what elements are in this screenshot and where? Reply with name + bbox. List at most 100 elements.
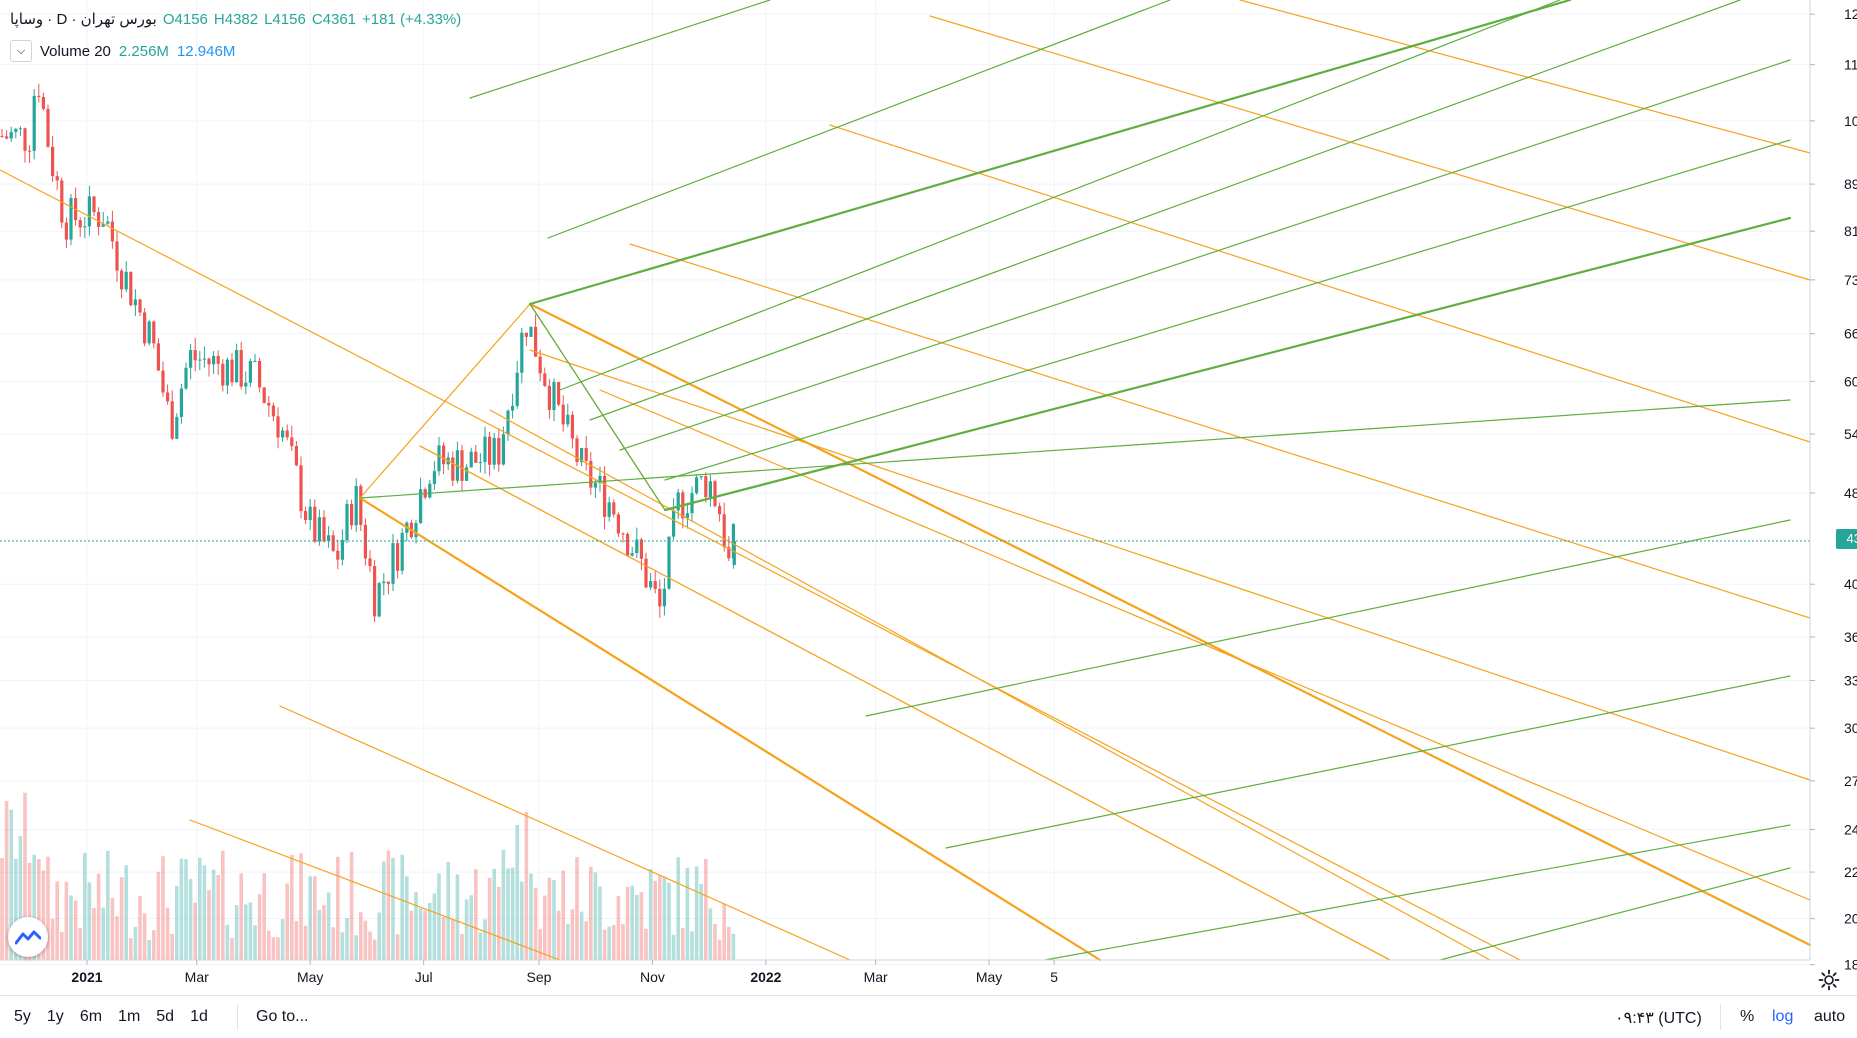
candle-body: [18, 128, 22, 130]
price-tick-label: 1870: [1844, 957, 1857, 973]
clock-timezone[interactable]: ۰۹:۴۳ (UTC): [1615, 1010, 1702, 1027]
auto-scale-button[interactable]: auto: [1814, 1008, 1846, 1025]
candle-body: [216, 355, 220, 364]
volume-bar: [271, 937, 276, 960]
volume-bar: [515, 824, 519, 960]
volume-bar: [437, 873, 441, 960]
volume-bar: [589, 866, 593, 960]
candle-body: [143, 312, 147, 344]
tradingview-logo-icon[interactable]: [8, 917, 48, 957]
volume-bar: [635, 894, 639, 960]
range-6m-button[interactable]: 6m: [79, 1008, 103, 1025]
candle-body: [515, 372, 519, 406]
volume-bar: [395, 934, 400, 960]
range-5d-button[interactable]: 5d: [156, 1008, 175, 1025]
volume-bar: [69, 895, 73, 960]
candle-body: [529, 326, 533, 337]
volume-bar: [147, 939, 151, 960]
pitchfork-line: [528, 302, 1812, 947]
volume-bar: [55, 881, 59, 960]
volume-bar: [317, 909, 322, 960]
candle-body: [658, 588, 662, 607]
candle-body: [225, 359, 229, 386]
candle-body: [156, 343, 160, 371]
candle-body: [83, 226, 87, 228]
volume-bar: [630, 885, 634, 960]
volume-bar: [538, 929, 542, 960]
range-1m-button[interactable]: 1m: [118, 1008, 141, 1025]
volume-bar: [303, 925, 308, 960]
volume-bar: [556, 910, 561, 960]
candle-body: [718, 506, 722, 515]
volume-bar: [368, 931, 372, 960]
volume-bar: [455, 874, 460, 960]
volume-bar: [152, 930, 156, 960]
pitchfork-line: [1439, 867, 1791, 961]
volume-bar: [612, 925, 616, 960]
volume-bar: [363, 920, 368, 960]
volume-bar: [285, 883, 289, 960]
volume-bar: [639, 892, 644, 960]
candle-body: [437, 445, 441, 472]
candle-body: [474, 451, 478, 463]
volume-bar: [662, 876, 667, 960]
candle-body: [626, 533, 630, 556]
pitchfork-line: [359, 303, 531, 499]
percent-scale-button[interactable]: %: [1740, 1008, 1755, 1025]
candle-body: [285, 430, 289, 438]
volume-bar: [73, 900, 78, 960]
volume-bar: [60, 931, 64, 960]
candle-body: [368, 558, 372, 567]
price-tick-label: 6600: [1844, 326, 1857, 342]
pitchfork-drawings[interactable]: [0, 0, 1812, 962]
range-5y-button[interactable]: 5y: [14, 1008, 31, 1025]
volume-bar: [497, 886, 501, 960]
candle-body: [230, 359, 234, 383]
candle-body: [23, 128, 27, 151]
volume-bar: [598, 886, 602, 960]
candle-body: [193, 350, 197, 361]
volume-bar: [441, 917, 446, 960]
candle-body: [147, 321, 151, 344]
range-1d-button[interactable]: 1d: [190, 1008, 208, 1025]
symbol-title[interactable]: وساپا · D · بورس تهران: [10, 11, 157, 28]
candle-body: [221, 363, 225, 386]
settings-gear-icon[interactable]: [1818, 969, 1840, 991]
volume-bar: [658, 875, 662, 960]
time-axis[interactable]: 2021 Mar May Jul Sep Nov 2022 Mar May 5: [0, 959, 1810, 985]
candle-body: [170, 401, 174, 439]
goto-button[interactable]: Go to...: [256, 1008, 309, 1025]
log-scale-button[interactable]: log: [1772, 1008, 1794, 1025]
volume-bar: [198, 857, 202, 960]
pitchfork-line: [663, 216, 1792, 512]
volume-bar: [257, 894, 262, 960]
time-tick-label: 2021: [71, 969, 102, 985]
symbol-legend: وساپا · D · بورس تهران O4156 H4382 L4156…: [10, 10, 461, 29]
last-price-text: 4361: [1846, 531, 1857, 546]
volume-bar: [602, 929, 607, 960]
volume-bar: [681, 927, 685, 960]
candle-body: [566, 414, 570, 425]
volume-bar: [18, 836, 23, 960]
volume-bar: [32, 854, 36, 960]
chevron-down-icon[interactable]: ⌵: [10, 40, 32, 62]
volume-bar: [142, 913, 147, 960]
volume-bar: [331, 927, 335, 960]
price-axis[interactable]: 1600014000125001130010100890081007350660…: [1809, 0, 1857, 1037]
candle-body: [304, 511, 308, 520]
volume-bar: [478, 932, 483, 960]
range-1y-button[interactable]: 1y: [46, 1008, 64, 1025]
candle-body: [101, 223, 105, 227]
time-tick-label: Mar: [864, 969, 888, 985]
volume-bar: [713, 923, 717, 960]
candle-body: [552, 382, 556, 410]
candle-body: [460, 450, 464, 481]
price-tick-label: 8100: [1844, 223, 1857, 239]
candle-body: [414, 523, 418, 538]
candle-body: [547, 385, 551, 410]
volume-bar: [37, 859, 41, 960]
volume-label: Volume 20: [40, 42, 111, 60]
candle-body: [497, 437, 501, 465]
volume-bar: [83, 852, 87, 960]
